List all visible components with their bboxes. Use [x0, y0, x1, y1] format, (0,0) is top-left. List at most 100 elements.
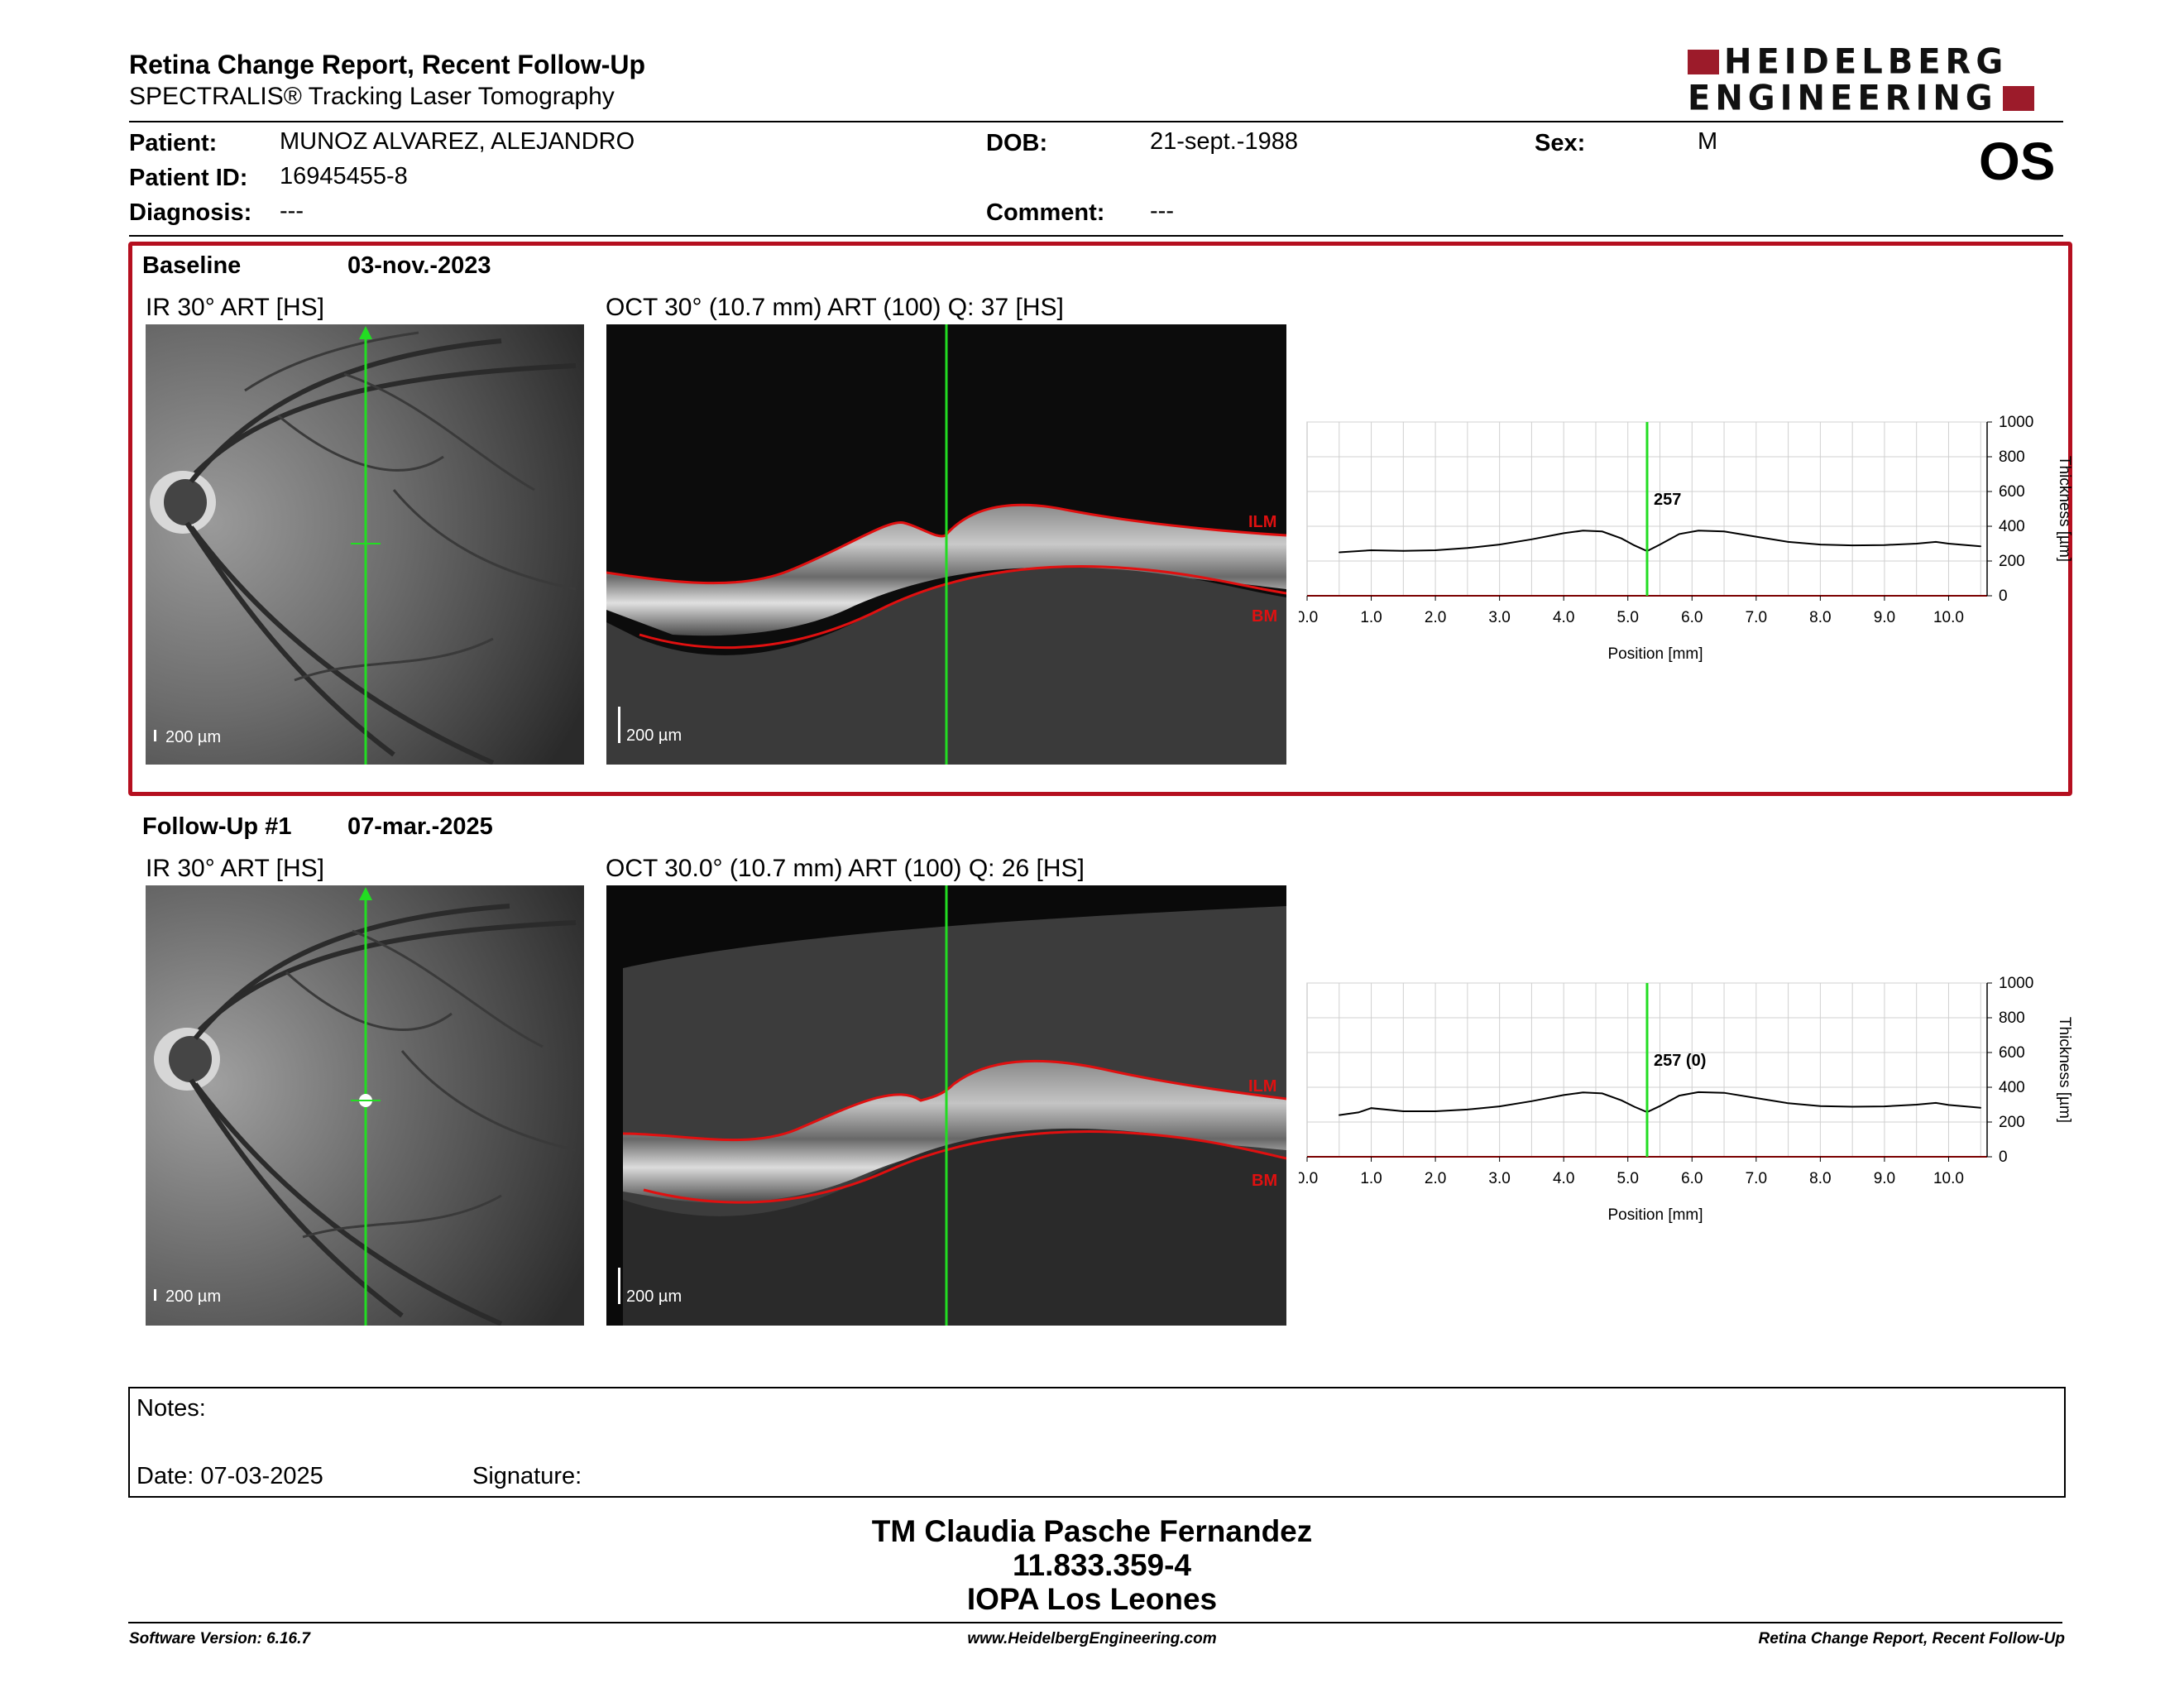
- x-tick-label: 4.0: [1553, 609, 1574, 626]
- data-point: [1621, 537, 1622, 539]
- scale-bar: [618, 1268, 620, 1304]
- followup-ir-scale: 200 µm: [165, 1288, 222, 1306]
- data-point: [1851, 1105, 1853, 1108]
- baseline-oct-scale: 200 µm: [626, 727, 682, 745]
- baseline-date: 03-nov.-2023: [347, 252, 491, 279]
- comment-label: Comment:: [986, 199, 1105, 226]
- sex-value: M: [1698, 128, 1718, 155]
- diagnosis-value: ---: [280, 198, 304, 224]
- y-tick-label: 800: [1999, 448, 2025, 466]
- y-tick-label: 0: [1999, 587, 2008, 605]
- data-point: [1980, 1106, 1982, 1109]
- data-point: [1819, 544, 1822, 545]
- followup-ir-image[interactable]: 200 µm: [146, 885, 584, 1326]
- baseline-bm-label: BM: [1252, 607, 1278, 626]
- data-point: [1601, 530, 1603, 533]
- x-tick-label: 9.0: [1874, 609, 1895, 626]
- x-tick-label: 3.0: [1488, 1170, 1510, 1187]
- followup-oct-image[interactable]: ILM BM 200 µm: [606, 885, 1286, 1326]
- followup-date: 07-mar.-2025: [347, 813, 493, 840]
- data-point: [1402, 1110, 1405, 1112]
- data-point: [1370, 1107, 1372, 1109]
- data-point: [1884, 544, 1885, 546]
- x-tick-label: 0.0: [1299, 1170, 1318, 1187]
- baseline-ir-label: IR 30° ART [HS]: [146, 294, 324, 321]
- baseline-ir-image[interactable]: 200 µm: [146, 324, 584, 765]
- baseline-thickness-chart: 0.0 1.0 2.0 3.0 4.0 5.0 6.0 7.0 8.0 9.0 10.0 0 200 40…: [1299, 414, 2073, 663]
- y-tick-label: 400: [1999, 1079, 2025, 1096]
- followup-ir-label: IR 30° ART [HS]: [146, 855, 324, 882]
- followup-oct-label: OCT 30.0° (10.7 mm) ART (100) Q: 26 [HS]: [606, 855, 1085, 882]
- y-tick-label: 600: [1999, 483, 2025, 501]
- x-tick-label: 5.0: [1617, 609, 1639, 626]
- scale-bar: [154, 1289, 156, 1301]
- data-point: [1659, 1105, 1661, 1107]
- data-point: [1338, 551, 1340, 554]
- baseline-oct-image[interactable]: ILM BM 200 µm: [606, 324, 1286, 765]
- x-tick-label: 4.0: [1553, 1170, 1574, 1187]
- x-tick-label: 9.0: [1874, 1170, 1895, 1187]
- data-point: [1659, 544, 1661, 545]
- data-point: [1633, 544, 1636, 546]
- y-axis-label: Thickness [µm]: [2056, 1017, 2073, 1123]
- data-point: [1755, 535, 1757, 538]
- dob-label: DOB:: [986, 130, 1048, 156]
- baseline-oct-label: OCT 30° (10.7 mm) ART (100) Q: 37 [HS]: [606, 294, 1064, 321]
- baseline-ir-scale: 200 µm: [165, 728, 222, 746]
- data-point: [1851, 544, 1853, 546]
- notes-label: Notes:: [136, 1395, 206, 1422]
- baseline-frame: [128, 242, 2072, 796]
- data-point: [1563, 532, 1564, 535]
- data-point: [1434, 549, 1436, 551]
- data-point: [1402, 550, 1405, 552]
- clinic-id: 11.833.359-4: [1012, 1548, 1192, 1582]
- clinic-technician: TM Claudia Pasche Fernandez: [871, 1514, 1313, 1548]
- patient-name-label: Patient:: [129, 130, 218, 156]
- footer-divider: [128, 1622, 2062, 1623]
- data-point: [1338, 1114, 1340, 1116]
- followup-oct-scale: 200 µm: [626, 1288, 682, 1306]
- data-point: [1582, 530, 1584, 532]
- data-point: [1621, 1099, 1622, 1101]
- data-point: [1530, 1101, 1533, 1102]
- x-tick-label: 7.0: [1746, 1170, 1767, 1187]
- followup-thickness-chart: 0.0 1.0 2.0 3.0 4.0 5.0 6.0 7.0 8.0 9.0 10.0 0 200 40…: [1299, 975, 2073, 1224]
- y-tick-label: 1000: [1999, 975, 2033, 992]
- data-point: [1947, 1104, 1950, 1106]
- signature-label: Signature:: [472, 1463, 582, 1489]
- data-point: [1787, 541, 1789, 543]
- followup-bm-label: BM: [1252, 1172, 1278, 1190]
- data-point: [1678, 1095, 1680, 1096]
- notes-date: Date: 07-03-2025: [136, 1463, 323, 1489]
- data-point: [1582, 1091, 1584, 1094]
- data-point: [1698, 1091, 1699, 1093]
- data-point: [1601, 1092, 1603, 1095]
- data-point: [1698, 530, 1699, 532]
- x-tick-label: 8.0: [1809, 1170, 1831, 1187]
- marker-value-label: 257 (0): [1654, 1052, 1706, 1070]
- data-point: [1947, 543, 1950, 544]
- data-point: [1787, 1102, 1789, 1105]
- data-point: [1563, 1094, 1564, 1096]
- x-tick-label: 1.0: [1360, 609, 1382, 626]
- data-point: [1530, 538, 1533, 540]
- data-point: [1358, 1111, 1359, 1114]
- data-point: [1980, 545, 1982, 547]
- data-point: [1498, 544, 1501, 545]
- data-point: [1633, 1105, 1636, 1108]
- x-tick-label: 10.0: [1933, 609, 1964, 626]
- patient-name: MUNOZ ALVAREZ, ALEJANDRO: [280, 128, 635, 155]
- y-axis-label: Thickness [µm]: [2056, 456, 2073, 562]
- data-point: [1723, 1091, 1725, 1094]
- x-tick-label: 2.0: [1425, 609, 1446, 626]
- marker-value-label: 257: [1654, 491, 1681, 509]
- notes-box[interactable]: Notes: Date: 07-03-2025 Signature:: [128, 1387, 2066, 1498]
- x-tick-label: 7.0: [1746, 609, 1767, 626]
- data-point: [1915, 543, 1918, 544]
- dob-value: 21-sept.-1988: [1150, 128, 1298, 155]
- footer-website[interactable]: www.HeidelbergEngineering.com: [967, 1630, 1217, 1647]
- data-point: [1467, 547, 1468, 549]
- x-tick-label: 3.0: [1488, 609, 1510, 626]
- data-point: [1723, 530, 1725, 533]
- x-tick-label: 1.0: [1360, 1170, 1382, 1187]
